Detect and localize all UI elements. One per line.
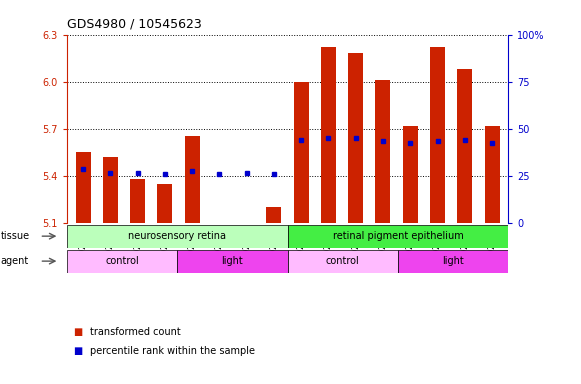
- Bar: [457, 69, 472, 223]
- Bar: [130, 179, 145, 223]
- Bar: [76, 152, 91, 223]
- Text: agent: agent: [1, 256, 29, 266]
- Bar: [103, 157, 118, 223]
- Bar: [348, 53, 363, 223]
- Bar: [430, 47, 445, 223]
- Bar: [177, 250, 288, 273]
- Text: light: light: [221, 256, 243, 266]
- Text: GDS4980 / 10545623: GDS4980 / 10545623: [67, 17, 202, 30]
- Bar: [288, 250, 398, 273]
- Bar: [67, 225, 288, 248]
- Text: retinal pigment epithelium: retinal pigment epithelium: [332, 231, 464, 241]
- Bar: [485, 126, 500, 223]
- Bar: [403, 126, 418, 223]
- Bar: [375, 80, 390, 223]
- Bar: [398, 250, 508, 273]
- Text: control: control: [326, 256, 360, 266]
- Bar: [267, 207, 281, 223]
- Text: ■: ■: [73, 327, 82, 337]
- Bar: [321, 47, 336, 223]
- Bar: [294, 82, 309, 223]
- Bar: [157, 184, 173, 223]
- Text: control: control: [105, 256, 139, 266]
- Bar: [67, 250, 177, 273]
- Bar: [185, 136, 200, 223]
- Text: ■: ■: [73, 346, 82, 356]
- Text: percentile rank within the sample: percentile rank within the sample: [90, 346, 255, 356]
- Text: neurosensory retina: neurosensory retina: [128, 231, 226, 241]
- Text: light: light: [442, 256, 464, 266]
- Bar: [288, 225, 508, 248]
- Text: transformed count: transformed count: [90, 327, 181, 337]
- Text: tissue: tissue: [1, 231, 30, 241]
